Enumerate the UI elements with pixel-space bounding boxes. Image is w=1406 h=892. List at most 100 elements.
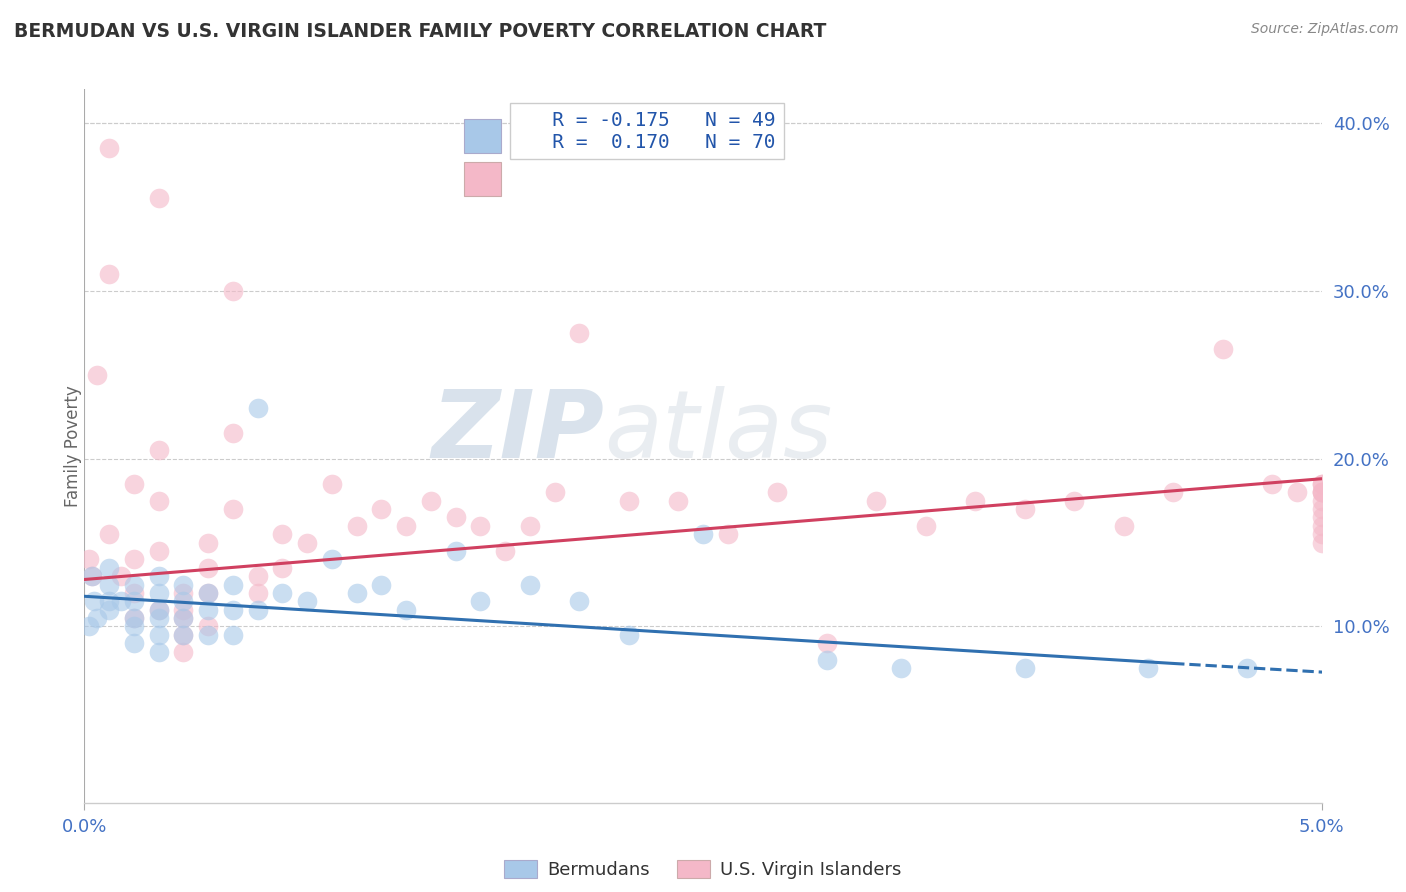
Point [1310, 518, 1333, 533]
Point [222, 502, 245, 516]
Point [543, 485, 565, 500]
Point [1310, 485, 1333, 500]
Point [815, 653, 838, 667]
Point [148, 493, 170, 508]
Point [172, 645, 194, 659]
Point [148, 628, 170, 642]
Point [122, 594, 145, 608]
Point [965, 493, 987, 508]
Point [172, 628, 194, 642]
Point [80, 569, 103, 583]
Point [148, 191, 170, 205]
Text: BERMUDAN VS U.S. VIRGIN ISLANDER FAMILY POVERTY CORRELATION CHART: BERMUDAN VS U.S. VIRGIN ISLANDER FAMILY … [14, 22, 827, 41]
Point [1310, 485, 1333, 500]
Point [1161, 485, 1184, 500]
Point [444, 544, 467, 558]
Point [1112, 518, 1135, 533]
Point [172, 594, 194, 608]
Point [110, 569, 132, 583]
Point [865, 493, 887, 508]
Point [148, 569, 170, 583]
Point [197, 535, 219, 549]
Point [122, 577, 145, 591]
Point [494, 544, 516, 558]
Point [172, 611, 194, 625]
Point [692, 527, 714, 541]
Point [295, 535, 318, 549]
Point [617, 628, 640, 642]
Point [122, 611, 145, 625]
Point [148, 586, 170, 600]
Point [1310, 476, 1333, 491]
Point [79, 552, 101, 566]
Point [122, 476, 145, 491]
Point [197, 619, 219, 633]
Point [346, 518, 368, 533]
Point [98, 267, 121, 281]
Point [86, 611, 108, 625]
Point [98, 594, 121, 608]
Point [766, 485, 789, 500]
Point [197, 586, 219, 600]
Point [1137, 661, 1160, 675]
Point [246, 569, 269, 583]
Point [222, 603, 245, 617]
Point [80, 569, 103, 583]
FancyBboxPatch shape [464, 162, 502, 196]
Point [148, 603, 170, 617]
Point [1310, 493, 1333, 508]
Point [1236, 661, 1258, 675]
Point [914, 518, 936, 533]
Point [172, 577, 194, 591]
Point [197, 628, 219, 642]
Point [295, 594, 318, 608]
Text: atlas: atlas [605, 386, 832, 477]
Point [98, 560, 121, 574]
Point [222, 628, 245, 642]
Point [666, 493, 689, 508]
Point [1310, 535, 1333, 549]
Point [148, 645, 170, 659]
Point [717, 527, 740, 541]
Point [122, 552, 145, 566]
Point [1310, 485, 1333, 500]
Point [1014, 502, 1036, 516]
Point [172, 603, 194, 617]
Legend: Bermudans, U.S. Virgin Islanders: Bermudans, U.S. Virgin Islanders [496, 853, 910, 887]
Point [222, 577, 245, 591]
Text: ZIP: ZIP [432, 385, 605, 478]
Point [444, 510, 467, 524]
Point [172, 628, 194, 642]
Point [172, 586, 194, 600]
Point [110, 594, 132, 608]
Point [321, 552, 343, 566]
Point [271, 586, 294, 600]
Point [122, 611, 145, 625]
Point [1310, 476, 1333, 491]
Point [346, 586, 368, 600]
FancyBboxPatch shape [464, 120, 502, 153]
Point [246, 603, 269, 617]
Point [519, 577, 541, 591]
Point [370, 577, 392, 591]
Point [395, 603, 418, 617]
Point [246, 401, 269, 416]
Point [1014, 661, 1036, 675]
Point [122, 586, 145, 600]
Point [79, 619, 101, 633]
Point [1310, 510, 1333, 524]
Point [1310, 527, 1333, 541]
Point [148, 603, 170, 617]
Point [83, 594, 105, 608]
Point [370, 502, 392, 516]
Point [98, 603, 121, 617]
Point [148, 544, 170, 558]
Point [122, 619, 145, 633]
Point [890, 661, 912, 675]
Point [395, 518, 418, 533]
Point [148, 611, 170, 625]
Point [197, 560, 219, 574]
Y-axis label: Family Poverty: Family Poverty [65, 385, 82, 507]
Point [271, 527, 294, 541]
Point [321, 476, 343, 491]
